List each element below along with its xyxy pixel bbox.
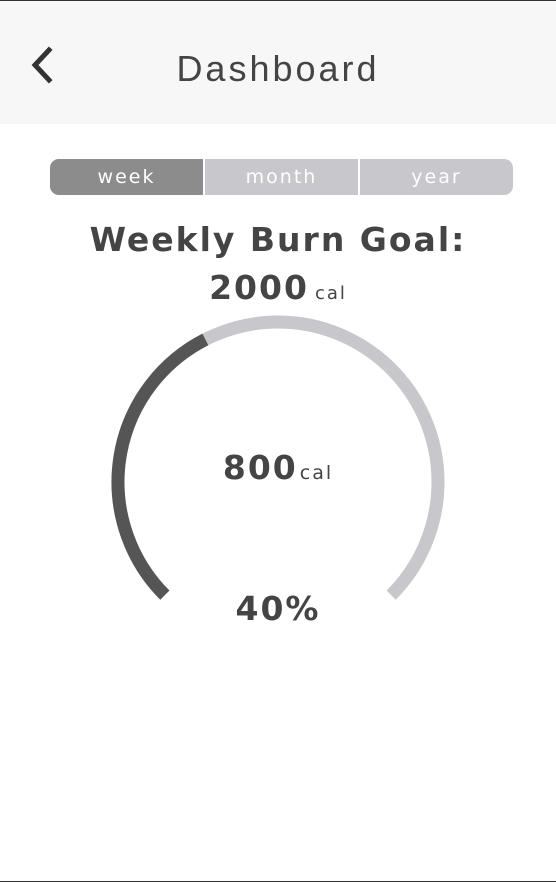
progress-percent: 40% <box>235 589 321 628</box>
header-bar: Dashboard <box>0 1 556 124</box>
burned-value: 800 cal <box>0 446 556 496</box>
gauge-fill <box>111 333 209 600</box>
goal-amount: 2000 <box>209 268 309 307</box>
burned-unit: cal <box>299 462 334 484</box>
goal-label: Weekly Burn Goal: <box>89 220 467 259</box>
chevron-left-icon <box>31 46 53 84</box>
tab-year[interactable]: year <box>358 159 513 195</box>
tab-month[interactable]: month <box>203 159 358 195</box>
goal-value: 2000 cal <box>0 266 556 316</box>
back-button[interactable] <box>18 37 66 93</box>
period-selector: week month year <box>50 159 513 195</box>
tab-week[interactable]: week <box>50 159 203 195</box>
page-title: Dashboard <box>176 48 380 89</box>
burned-amount: 800 <box>222 448 298 487</box>
goal-unit: cal <box>314 283 347 304</box>
